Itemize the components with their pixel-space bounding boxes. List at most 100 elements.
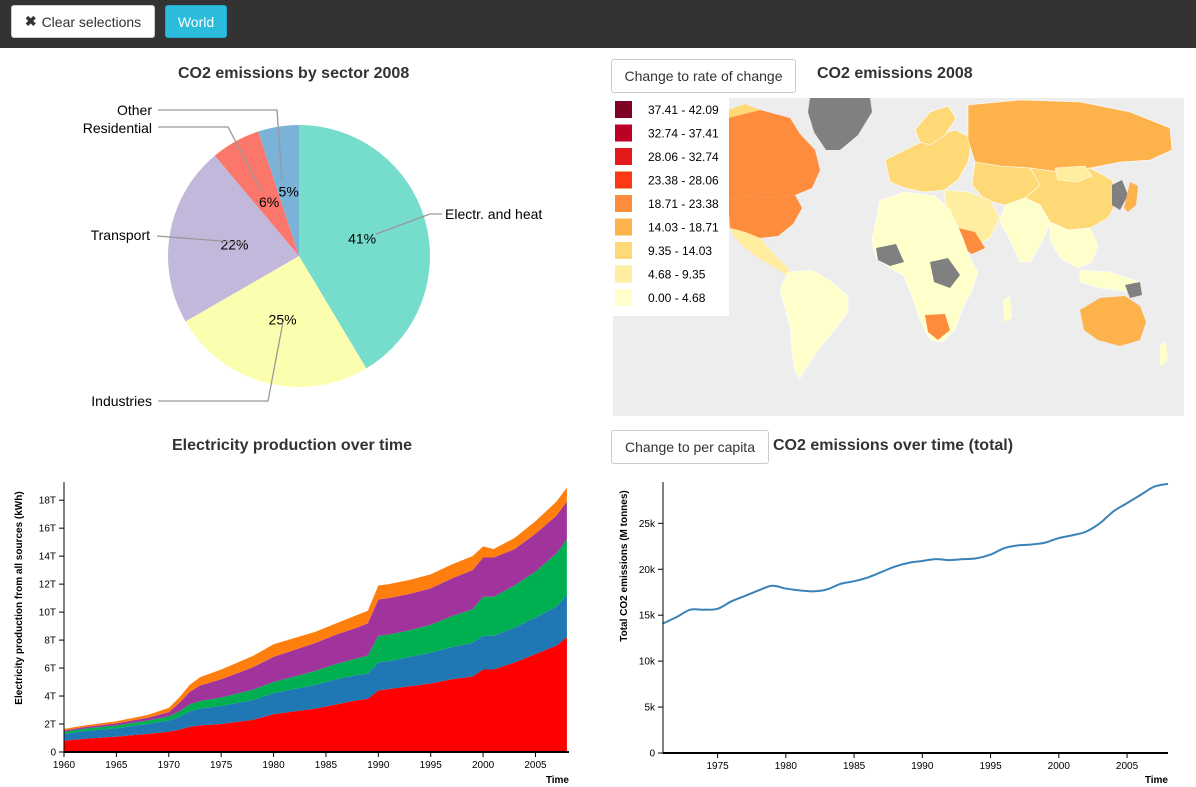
x-tick-label: 1975	[210, 760, 233, 771]
legend-label: 37.41 - 42.09	[648, 103, 719, 117]
new-zealand-region[interactable]	[1160, 342, 1168, 366]
x-axis-label: Time	[1145, 775, 1169, 786]
canada-region[interactable]	[728, 110, 820, 200]
legend-swatch	[615, 148, 632, 165]
y-tick-label: 0	[649, 749, 655, 760]
pie-slice-name: Residential	[83, 120, 152, 136]
pie-slice[interactable]	[258, 125, 299, 256]
y-tick-label: 10T	[39, 608, 56, 619]
legend-swatch	[615, 124, 632, 142]
mexico-region[interactable]	[730, 228, 790, 275]
pie-slice-name: Transport	[91, 227, 151, 243]
x-tick-label: 1990	[911, 761, 934, 772]
y-tick-label: 20k	[639, 565, 656, 576]
y-tick-label: 25k	[639, 519, 656, 530]
alaska-region[interactable]	[728, 104, 760, 118]
x-tick-label: 2000	[1048, 761, 1071, 772]
pie-percent-label: 41%	[348, 231, 376, 247]
pie-slice[interactable]	[167, 155, 299, 322]
legend-label: 23.38 - 28.06	[648, 174, 719, 188]
y-tick-label: 0	[50, 748, 56, 759]
map-title: CO2 emissions 2008	[817, 65, 973, 82]
x-tick-label: 1995	[979, 761, 1002, 772]
greenland-region[interactable]	[808, 98, 872, 150]
pie-leader-line	[156, 235, 248, 244]
legend-swatch	[615, 195, 632, 212]
rate-of-change-button[interactable]: Change to rate of change	[611, 59, 796, 93]
x-tick-label: 1990	[367, 760, 390, 771]
pie-leader-line	[158, 321, 284, 402]
area-series[interactable]	[64, 539, 567, 734]
mongolia-region[interactable]	[1054, 165, 1093, 183]
world-map[interactable]: 37.41 - 42.09 32.74 - 37.41 28.06 - 32.74 2…	[613, 98, 1184, 416]
legend-label: 32.74 - 37.41	[648, 127, 719, 141]
legend-label: 9.35 - 14.03	[648, 244, 712, 258]
y-tick-label: 2T	[44, 720, 56, 731]
legend-swatch	[615, 171, 632, 189]
y-tick-label: 10k	[639, 657, 656, 668]
x-tick-label: 1980	[775, 761, 798, 772]
pie-percent-label: 22%	[220, 237, 248, 253]
area-chart: 0 2T 4T 6T 8T 10T 12T 14T 16T 18T 1960 1965 1970 1975…	[14, 482, 569, 786]
central-africa-grey-region[interactable]	[930, 258, 960, 288]
se-asia-region[interactable]	[1049, 221, 1099, 269]
pie-slice-name: Electr. and heat	[445, 206, 542, 222]
clear-selections-label: Clear selections	[41, 13, 142, 30]
scandinavia-region[interactable]	[914, 105, 957, 146]
y-tick-label: 18T	[39, 496, 56, 507]
pie-slice[interactable]	[299, 125, 430, 369]
world-button[interactable]: World	[165, 5, 227, 38]
usa-region[interactable]	[728, 195, 802, 238]
pie-chart: 41% 25% 22% 6%5% Electr. and heat Industries T…	[83, 102, 543, 409]
pie-leader-line	[158, 109, 283, 181]
area-chart-title: Electricity production over time	[172, 437, 413, 454]
japan-region[interactable]	[1124, 182, 1138, 212]
co2-line[interactable]	[662, 482, 1169, 625]
y-axis-label: Total CO2 emissions (M tonnes)	[619, 490, 630, 642]
x-tick-label: 1995	[420, 760, 443, 771]
x-axis-label: Time	[546, 775, 570, 786]
legend-label: 28.06 - 32.74	[648, 150, 719, 164]
pie-percent-label: 25%	[269, 311, 297, 327]
per-capita-button[interactable]: Change to per capita	[611, 430, 769, 464]
area-series[interactable]	[64, 595, 567, 741]
south-america-region[interactable]	[779, 269, 849, 379]
legend-swatch	[615, 101, 632, 118]
pie-slice[interactable]	[214, 131, 299, 256]
pie-leader-line	[375, 213, 442, 235]
pie-slice[interactable]	[185, 256, 367, 387]
india-region[interactable]	[999, 197, 1051, 263]
y-tick-label: 8T	[44, 636, 56, 647]
legend-swatch	[615, 265, 632, 283]
world-label: World	[177, 13, 215, 30]
pie-percent-label: 6%	[259, 194, 279, 210]
x-tick-label: 1980	[262, 760, 285, 771]
korea-region[interactable]	[1112, 180, 1128, 210]
y-tick-label: 16T	[39, 524, 56, 535]
x-tick-label: 1985	[843, 761, 866, 772]
legend-label: 4.68 - 9.35	[648, 268, 706, 282]
pie-leader-line	[158, 126, 263, 193]
x-tick-label: 1965	[105, 760, 128, 771]
legend-label: 18.71 - 23.38	[648, 197, 719, 211]
rate-of-change-label: Change to rate of change	[624, 68, 783, 84]
map-legend	[613, 98, 729, 316]
south-africa-region[interactable]	[925, 314, 950, 340]
pie-percent-label: 5%	[279, 183, 299, 199]
madagascar-region[interactable]	[1003, 296, 1012, 322]
area-series[interactable]	[64, 637, 567, 752]
x-tick-label: 1975	[706, 761, 729, 772]
legend-swatch	[615, 242, 632, 259]
y-tick-label: 5k	[644, 703, 656, 714]
line-chart-title: CO2 emissions over time (total)	[773, 437, 1014, 454]
legend-swatch	[615, 218, 632, 236]
y-tick-label: 6T	[44, 664, 56, 675]
papua-region[interactable]	[1125, 282, 1142, 298]
australia-region[interactable]	[1080, 296, 1146, 346]
west-africa-grey-region[interactable]	[876, 244, 904, 266]
x-tick-label: 2000	[472, 760, 495, 771]
y-axis-label: Electricity production from all sources …	[14, 491, 25, 704]
clear-selections-button[interactable]: ✖ Clear selections	[11, 5, 155, 38]
x-tick-label: 2005	[524, 760, 547, 771]
